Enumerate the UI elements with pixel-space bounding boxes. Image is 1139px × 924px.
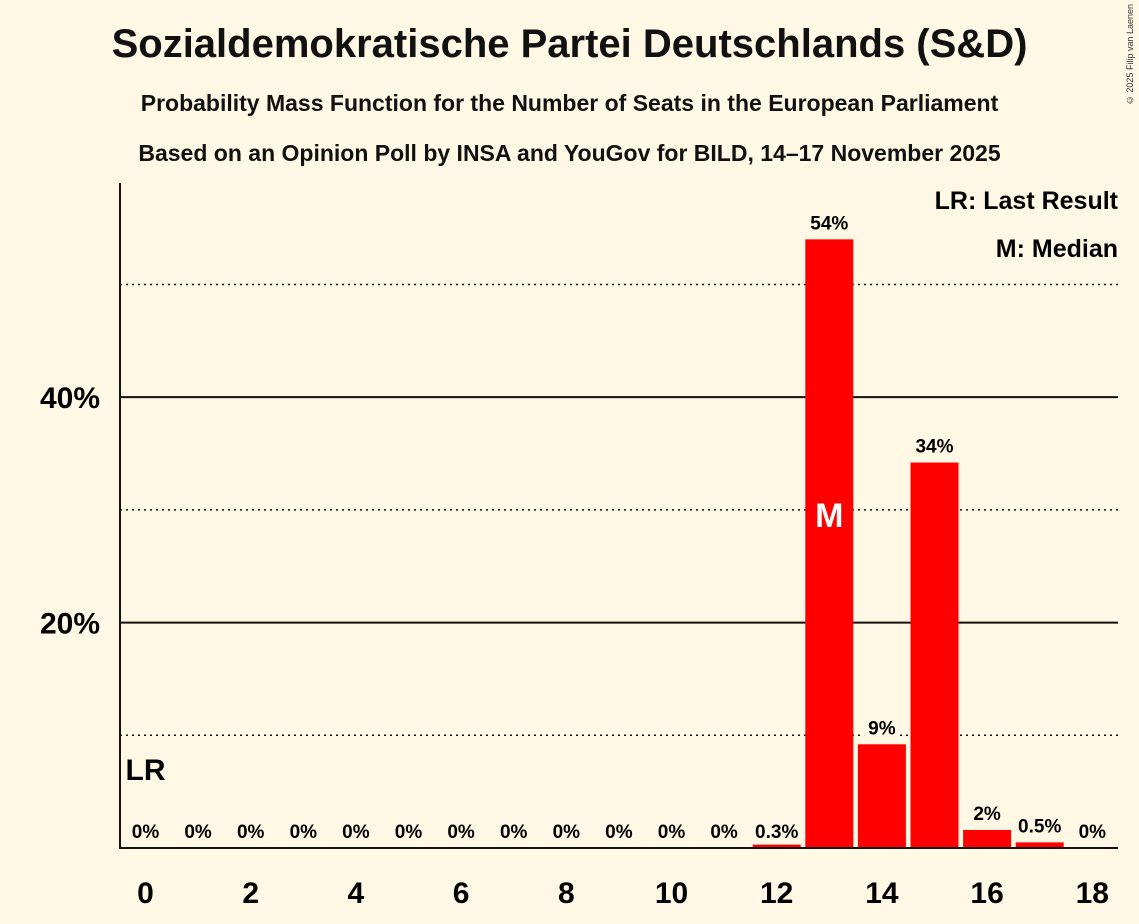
value-label-seat-9: 0% — [605, 822, 633, 843]
x-tick-label: 0 — [137, 877, 154, 910]
x-tick-label: 12 — [760, 877, 793, 910]
value-label-background — [390, 821, 427, 844]
value-label-seat-10: 0% — [658, 822, 686, 843]
x-tick-label: 6 — [453, 877, 470, 910]
chart-subtitle: Probability Mass Function for the Number… — [140, 90, 999, 116]
value-label-seat-3: 0% — [290, 822, 318, 843]
value-label-seat-16: 2% — [973, 804, 1001, 825]
value-label-seat-13: 54% — [810, 213, 848, 234]
value-label-seat-14: 9% — [868, 718, 896, 739]
value-label-background — [911, 435, 958, 459]
x-tick-label: 10 — [655, 877, 688, 910]
x-tick-label: 18 — [1076, 877, 1109, 910]
x-tick-label: 2 — [242, 877, 259, 910]
chart-subtitle-source: Based on an Opinion Poll by INSA and You… — [138, 140, 1001, 166]
legend-background — [928, 185, 1121, 217]
value-label-background — [706, 821, 742, 844]
value-label-background — [751, 821, 803, 844]
value-label-background — [285, 821, 322, 844]
value-label-seat-4: 0% — [342, 822, 370, 843]
legend-median: M: Median — [996, 235, 1118, 263]
y-tick-label: 20% — [40, 608, 100, 641]
bar-seat-14 — [857, 744, 906, 848]
bar-seat-17 — [1015, 842, 1064, 848]
value-label-seat-17: 0.5% — [1018, 816, 1061, 837]
value-label-seat-0: 0% — [132, 822, 160, 843]
value-label-background — [443, 821, 479, 844]
value-label-background — [180, 821, 216, 844]
value-label-background — [969, 802, 1005, 826]
x-tick-label: 14 — [865, 877, 899, 910]
median-marker: M — [815, 497, 843, 535]
value-label-background — [601, 821, 637, 844]
y-tick-label: 40% — [40, 382, 100, 415]
legend-last-result: LR: Last Result — [935, 187, 1119, 215]
value-label-background — [1074, 821, 1111, 844]
value-label-background — [864, 717, 900, 741]
bar-seat-15 — [910, 462, 959, 848]
x-tick-label: 16 — [970, 877, 1003, 910]
bar-seat-16 — [963, 829, 1012, 848]
value-label-seat-6: 0% — [447, 822, 475, 843]
value-label-seat-18: 0% — [1079, 822, 1107, 843]
last-result-marker: LR — [126, 754, 166, 787]
value-label-background — [338, 821, 374, 844]
value-label-background — [806, 212, 853, 236]
x-tick-label: 8 — [558, 877, 575, 910]
value-label-seat-15: 34% — [915, 437, 953, 458]
value-label-background — [232, 821, 269, 844]
x-tick-label: 4 — [348, 877, 365, 910]
value-label-seat-8: 0% — [553, 822, 581, 843]
value-label-seat-2: 0% — [237, 822, 265, 843]
value-label-seat-1: 0% — [184, 822, 212, 843]
bar-seat-12 — [752, 844, 801, 848]
value-label-seat-7: 0% — [500, 822, 528, 843]
chart-title: Sozialdemokratische Partei Deutschlands … — [111, 22, 1028, 66]
legend-background — [989, 233, 1120, 265]
value-label-seat-5: 0% — [395, 822, 423, 843]
value-label-background — [127, 821, 164, 844]
value-label-background — [1014, 815, 1066, 839]
value-label-seat-12: 0.3% — [755, 822, 798, 843]
value-label-background — [653, 821, 690, 844]
value-label-background — [495, 821, 532, 844]
value-label-background — [548, 821, 585, 844]
bar-seat-13 — [805, 239, 854, 848]
value-label-seat-11: 0% — [710, 822, 738, 843]
